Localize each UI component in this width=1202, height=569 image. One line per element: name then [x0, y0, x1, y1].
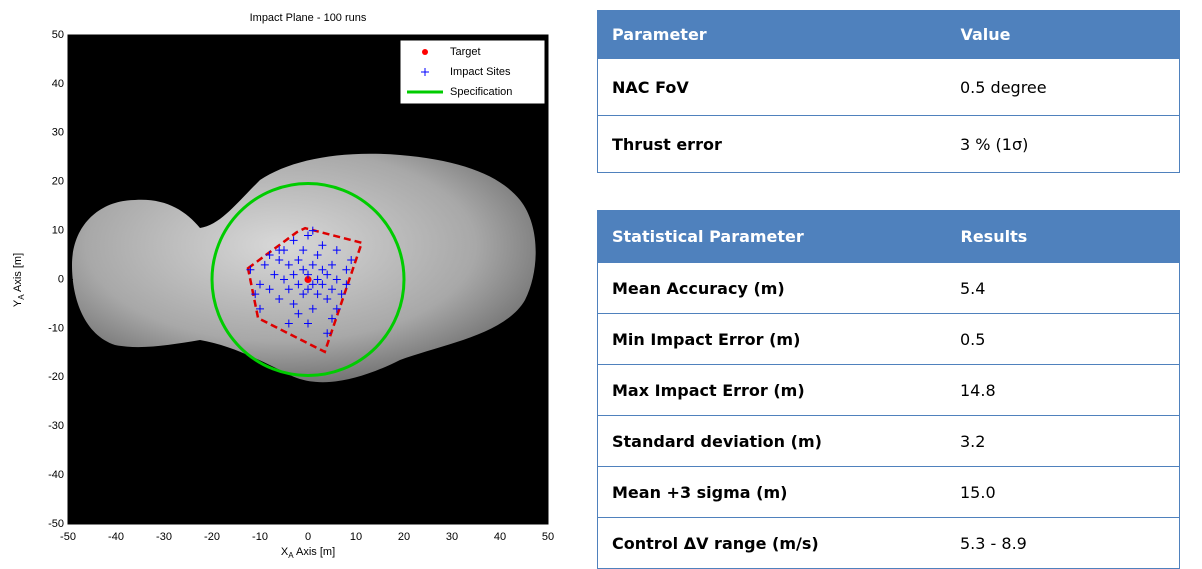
table-cell: Mean +3 sigma (m) [598, 467, 947, 518]
y-tick-label: -40 [48, 469, 64, 481]
table-row: Standard deviation (m)3.2 [598, 416, 1180, 467]
table-cell: 3 % (1σ) [946, 116, 1180, 173]
table-cell: Min Impact Error (m) [598, 314, 947, 365]
y-tick-label: -50 [48, 518, 64, 530]
x-tick-label: 0 [305, 531, 311, 543]
table-cell: 5.3 - 8.9 [946, 518, 1180, 569]
legend-label: Impact Sites [450, 66, 511, 78]
y-tick-label: -10 [48, 322, 64, 334]
x-tick-label: 10 [350, 531, 362, 543]
x-tick-label: 20 [398, 531, 410, 543]
table-cell: Max Impact Error (m) [598, 365, 947, 416]
y-tick-label: 50 [52, 29, 64, 41]
x-tick-label: 50 [542, 531, 554, 543]
legend-marker [422, 49, 428, 55]
y-tick-label: 20 [52, 176, 64, 188]
y-tick-label: 40 [52, 78, 64, 90]
x-axis-label-rest: Axis [m] [294, 546, 336, 558]
y-axis-label-rest: Axis [m] [12, 253, 24, 295]
y-tick-label: 10 [52, 225, 64, 237]
chart: Impact Plane - 100 runs XA Axis [m] YA A… [0, 0, 560, 568]
table-cell: Standard deviation (m) [598, 416, 947, 467]
x-tick-label: -20 [204, 531, 220, 543]
table-cell: Mean Accuracy (m) [598, 263, 947, 314]
table-cell: 5.4 [946, 263, 1180, 314]
table-cell: 15.0 [946, 467, 1180, 518]
x-tick-label: -50 [60, 531, 76, 543]
x-tick-label: 30 [446, 531, 458, 543]
legend-label: Specification [450, 86, 512, 98]
header-cell: Parameter [598, 11, 947, 59]
header-cell: Value [946, 11, 1180, 59]
table-row: Mean Accuracy (m)5.4 [598, 263, 1180, 314]
y-tick-label: 0 [58, 273, 64, 285]
x-axis-label: XA Axis [m] [281, 546, 335, 560]
x-tick-label: -40 [108, 531, 124, 543]
header-cell: Results [946, 211, 1180, 263]
x-tick-label: -30 [156, 531, 172, 543]
y-tick-label: -20 [48, 371, 64, 383]
table-cell: 0.5 [946, 314, 1180, 365]
table-cell: 3.2 [946, 416, 1180, 467]
x-tick-label: 40 [494, 531, 506, 543]
chart-title: Impact Plane - 100 runs [250, 12, 367, 24]
y-tick-label: -30 [48, 420, 64, 432]
y-tick-label: 30 [52, 127, 64, 139]
table-row: Max Impact Error (m)14.8 [598, 365, 1180, 416]
legend-label: Target [450, 46, 481, 58]
table-cell: NAC FoV [598, 59, 947, 116]
table-cell: 14.8 [946, 365, 1180, 416]
table-row: Min Impact Error (m)0.5 [598, 314, 1180, 365]
table-cell: Thrust error [598, 116, 947, 173]
header-cell: Statistical Parameter [598, 211, 947, 263]
table-row: Control ΔV range (m/s)5.3 - 8.9 [598, 518, 1180, 569]
table-cell: 0.5 degree [946, 59, 1180, 116]
table-row: Mean +3 sigma (m)15.0 [598, 467, 1180, 518]
parameter-table: ParameterValueNAC FoV0.5 degreeThrust er… [597, 10, 1180, 173]
x-tick-label: -10 [252, 531, 268, 543]
y-axis-label: YA Axis [m] [12, 253, 26, 307]
table-cell: Control ΔV range (m/s) [598, 518, 947, 569]
page: Impact Plane - 100 runs XA Axis [m] YA A… [0, 0, 1202, 568]
